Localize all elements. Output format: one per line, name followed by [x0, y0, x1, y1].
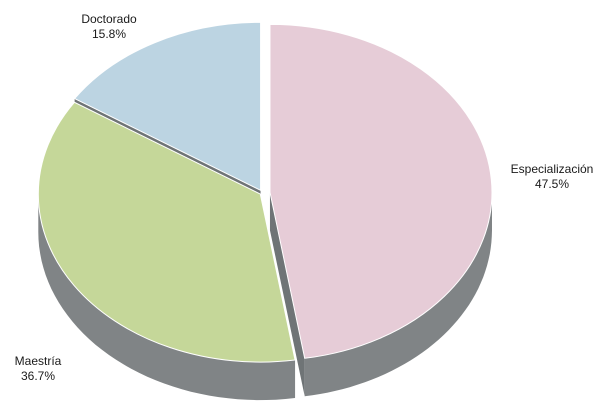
- slice-label-especializacion: Especialización 47.5%: [492, 162, 606, 192]
- pie-slice-doctorado: [73, 21, 262, 192]
- slice-value-especializacion: 47.5%: [534, 177, 570, 191]
- pie-side-maestria: [38, 194, 296, 401]
- slice-name-especializacion: Especialización: [510, 162, 594, 176]
- pie-slice-maestria: [37, 101, 296, 363]
- pie-cut-face-especializacion-1: [269, 192, 305, 397]
- slice-name-maestria: Maestría: [14, 354, 62, 368]
- slice-value-doctorado: 15.8%: [91, 27, 127, 41]
- pie-side-especializacion: [304, 192, 492, 397]
- slice-value-maestria: 36.7%: [20, 369, 56, 383]
- slice-label-maestria: Maestría 36.7%: [6, 354, 70, 384]
- slice-name-doctorado: Doctorado: [81, 12, 137, 26]
- slice-label-doctorado: Doctorado 15.8%: [64, 12, 154, 42]
- pie-slice-especializacion: [269, 23, 493, 359]
- pie-slices: [37, 21, 493, 363]
